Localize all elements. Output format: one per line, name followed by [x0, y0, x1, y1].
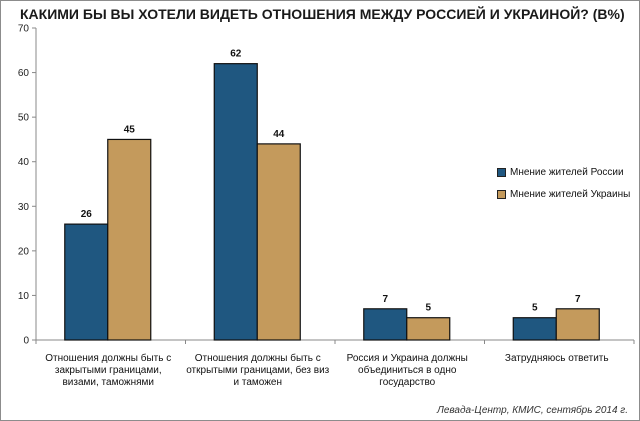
x-category-label: Отношения должны быть с открытыми границ… — [186, 353, 330, 388]
bar-ukraine-2 — [406, 317, 451, 341]
data-label: 44 — [273, 129, 285, 140]
data-label: 26 — [81, 209, 93, 220]
data-label: 7 — [382, 294, 388, 305]
legend-item-ukraine: Мнение жителей Украины — [497, 187, 630, 201]
legend-item-russia: Мнение жителей России — [497, 165, 630, 179]
bar-russia-3 — [512, 317, 557, 341]
y-tick-label: 30 — [18, 202, 30, 213]
y-tick-label: 0 — [23, 336, 29, 347]
chart-title: КАКИМИ БЫ ВЫ ХОТЕЛИ ВИДЕТЬ ОТНОШЕНИЯ МЕЖ… — [20, 6, 625, 22]
y-tick-label: 10 — [18, 291, 30, 302]
bar-russia-1 — [213, 63, 258, 341]
source-note: Левада-Центр, КМИС, сентябрь 2014 г. — [436, 405, 628, 416]
x-category-label: Отношения должны быть с закрытыми границ… — [45, 353, 172, 388]
legend-label-russia: Мнение жителей России — [510, 166, 624, 178]
y-tick-label: 40 — [18, 157, 30, 168]
x-category-label: Россия и Украина должны объединиться в о… — [346, 353, 468, 388]
x-category-label: Затрудняюсь ответить — [504, 353, 609, 364]
legend-label-ukraine: Мнение жителей Украины — [510, 188, 631, 200]
bar-ukraine-0 — [107, 138, 152, 341]
data-label: 5 — [532, 303, 538, 314]
y-tick-label: 60 — [18, 68, 30, 79]
bar-russia-0 — [64, 223, 109, 341]
legend-swatch-russia — [497, 167, 506, 177]
data-label: 5 — [425, 303, 431, 314]
bar-russia-2 — [363, 308, 408, 341]
legend: Мнение жителей России Мнение жителей Укр… — [497, 165, 630, 209]
y-tick-label: 50 — [18, 113, 30, 124]
data-label: 62 — [230, 49, 242, 60]
bar-ukraine-1 — [256, 143, 301, 341]
data-label: 7 — [575, 294, 581, 305]
y-tick-label: 70 — [18, 24, 30, 35]
data-label: 45 — [124, 124, 136, 135]
bar-ukraine-3 — [555, 308, 600, 341]
legend-swatch-ukraine — [497, 189, 506, 199]
y-tick-label: 20 — [18, 246, 30, 257]
